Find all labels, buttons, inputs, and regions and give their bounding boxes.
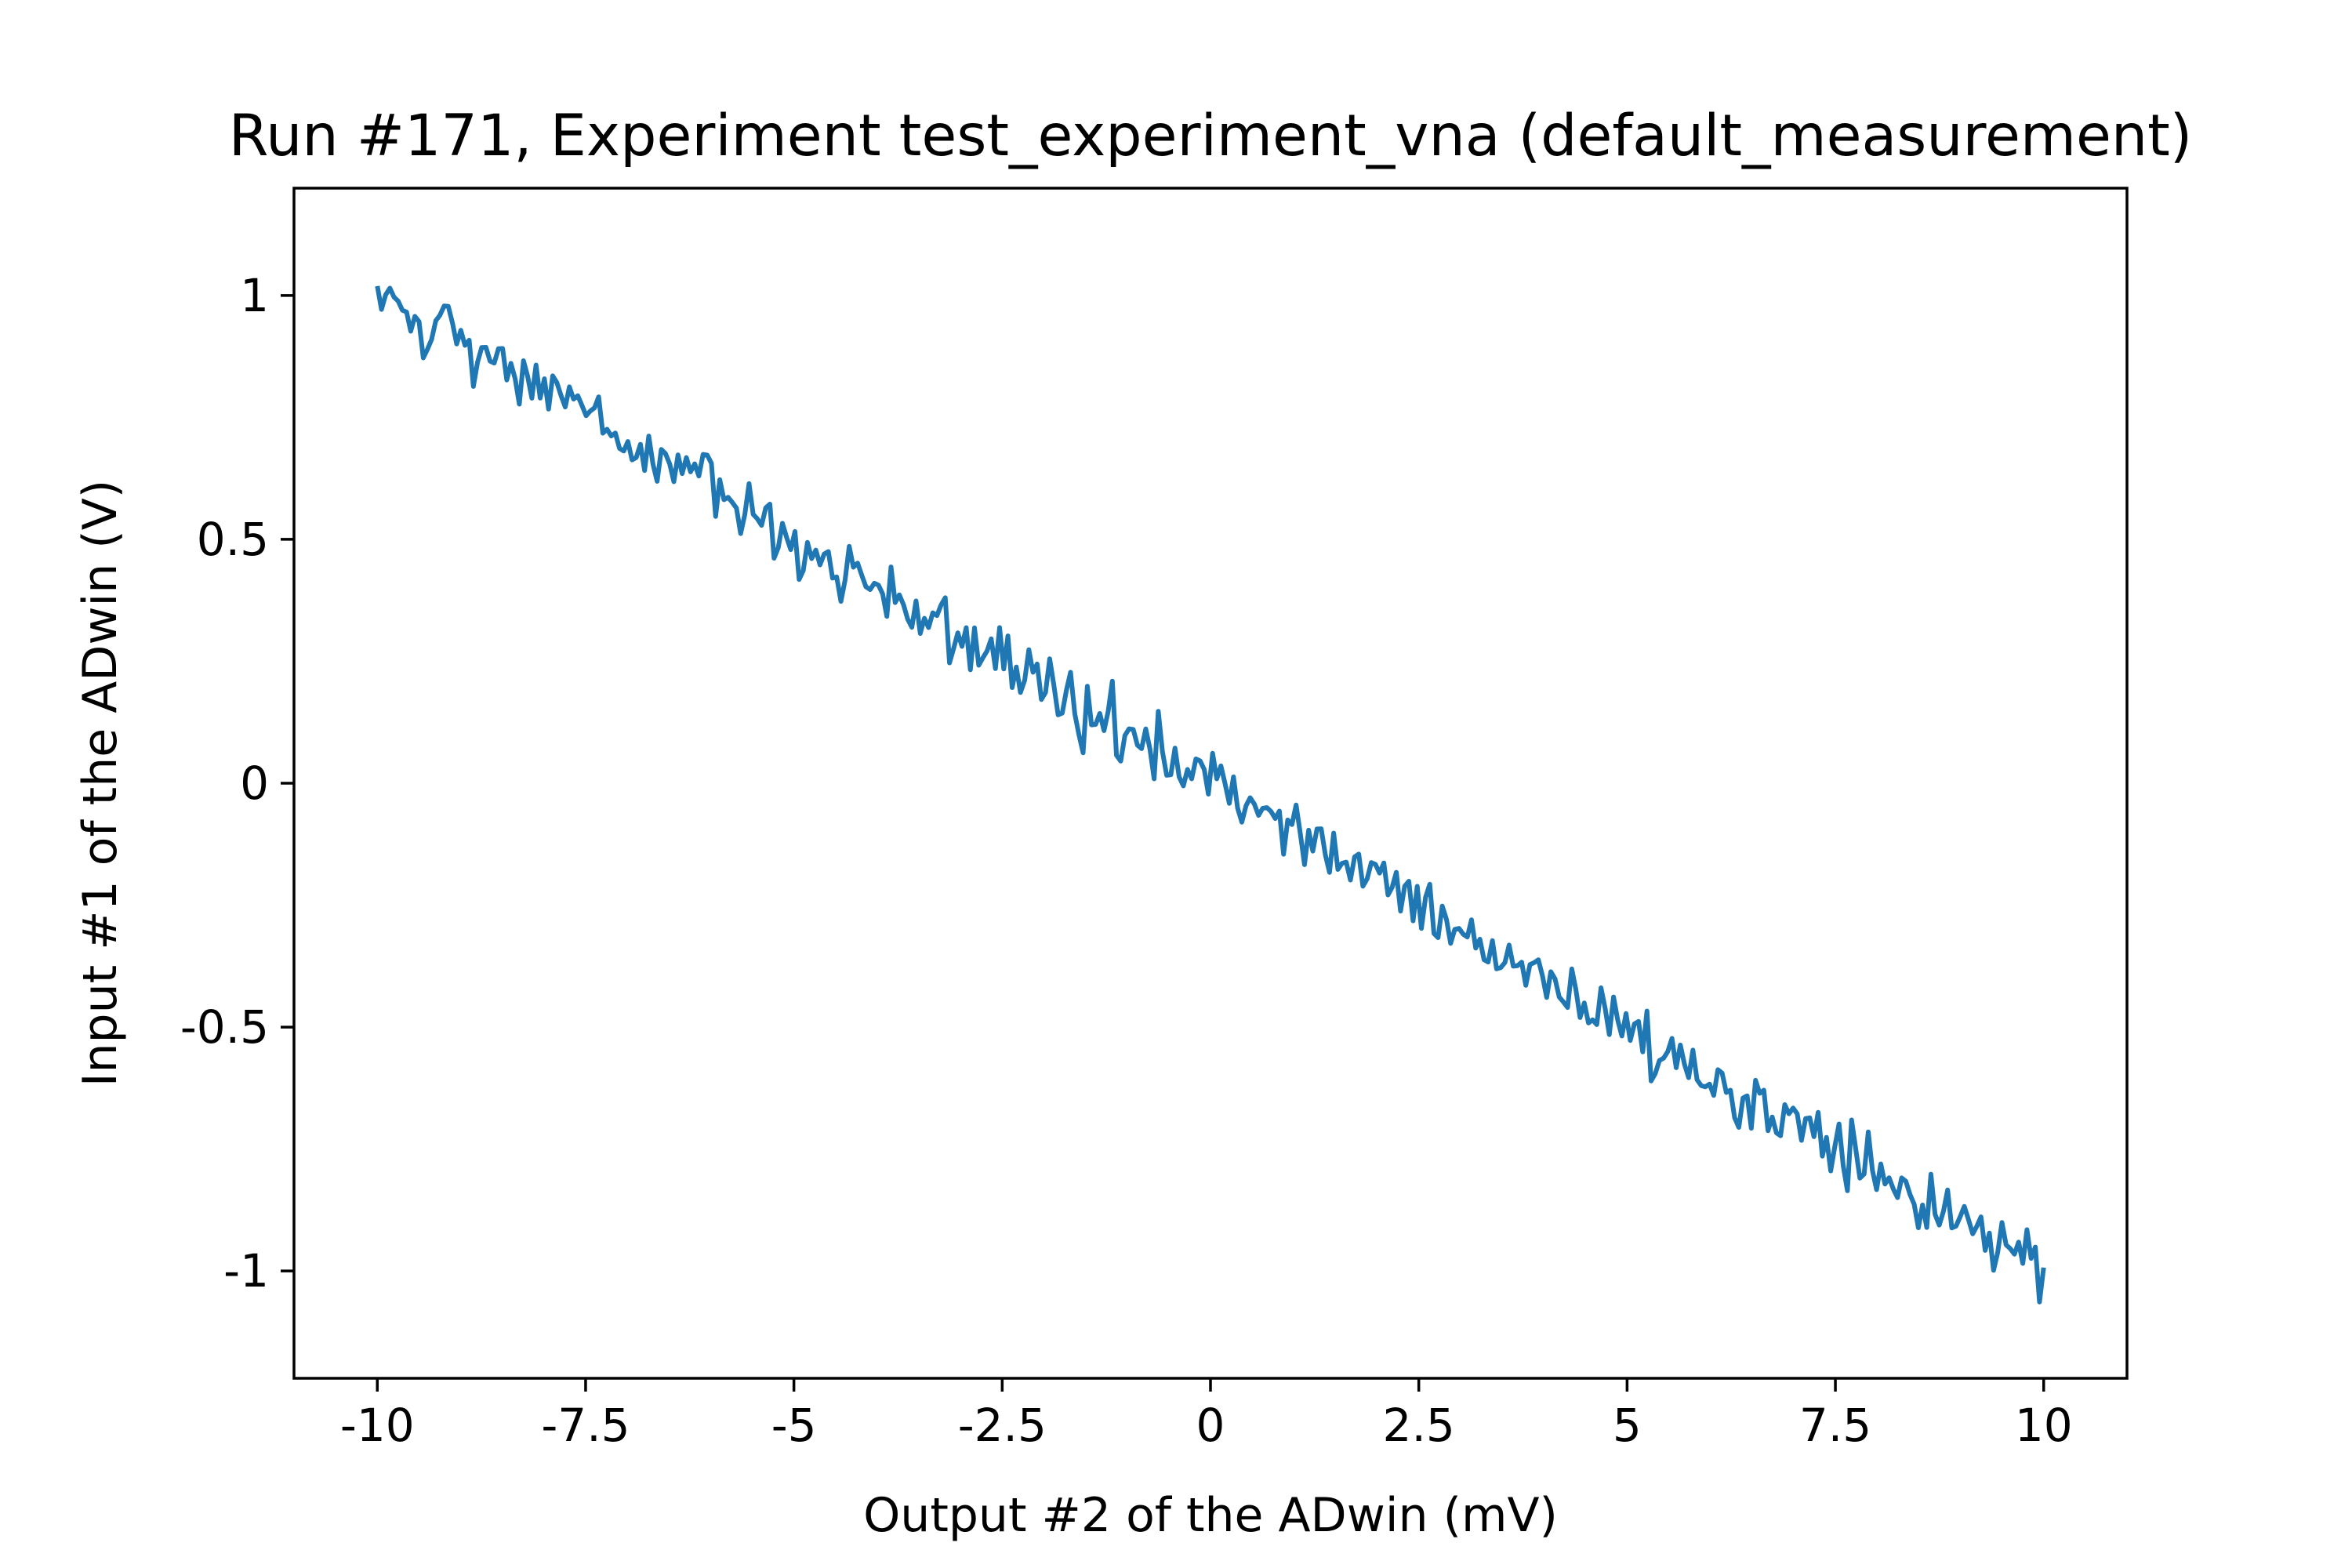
x-tick-label: -10 xyxy=(340,1399,415,1452)
x-tick-label: 10 xyxy=(2015,1399,2073,1452)
x-tick-label: -5 xyxy=(771,1399,817,1452)
x-tick-label: 7.5 xyxy=(1799,1399,1871,1452)
x-tick-label: -7.5 xyxy=(541,1399,630,1452)
x-tick-label: -2.5 xyxy=(958,1399,1047,1452)
chart-title: Run #171, Experiment test_experiment_vna… xyxy=(229,103,2193,169)
x-tick-label: 0 xyxy=(1196,1399,1225,1452)
y-tick-label: 0 xyxy=(240,757,269,810)
x-axis-title: Output #2 of the ADwin (mV) xyxy=(863,1488,1558,1543)
y-axis: -1 -0.5 0 0.5 1 xyxy=(180,269,294,1298)
y-tick-label: 0.5 xyxy=(197,513,269,566)
y-tick-label: -1 xyxy=(223,1244,269,1298)
series-layer xyxy=(375,285,2046,1305)
y-tick-label: 1 xyxy=(240,269,269,322)
x-tick-label: 5 xyxy=(1613,1399,1642,1452)
y-axis-title: Input #1 of the ADwin (V) xyxy=(73,480,128,1087)
series-line xyxy=(375,285,2046,1305)
x-axis: -10 -7.5 -5 -2.5 0 2.5 5 7.5 10 xyxy=(340,1378,2073,1452)
y-tick-label: -0.5 xyxy=(180,1000,269,1054)
x-tick-label: 2.5 xyxy=(1383,1399,1455,1452)
